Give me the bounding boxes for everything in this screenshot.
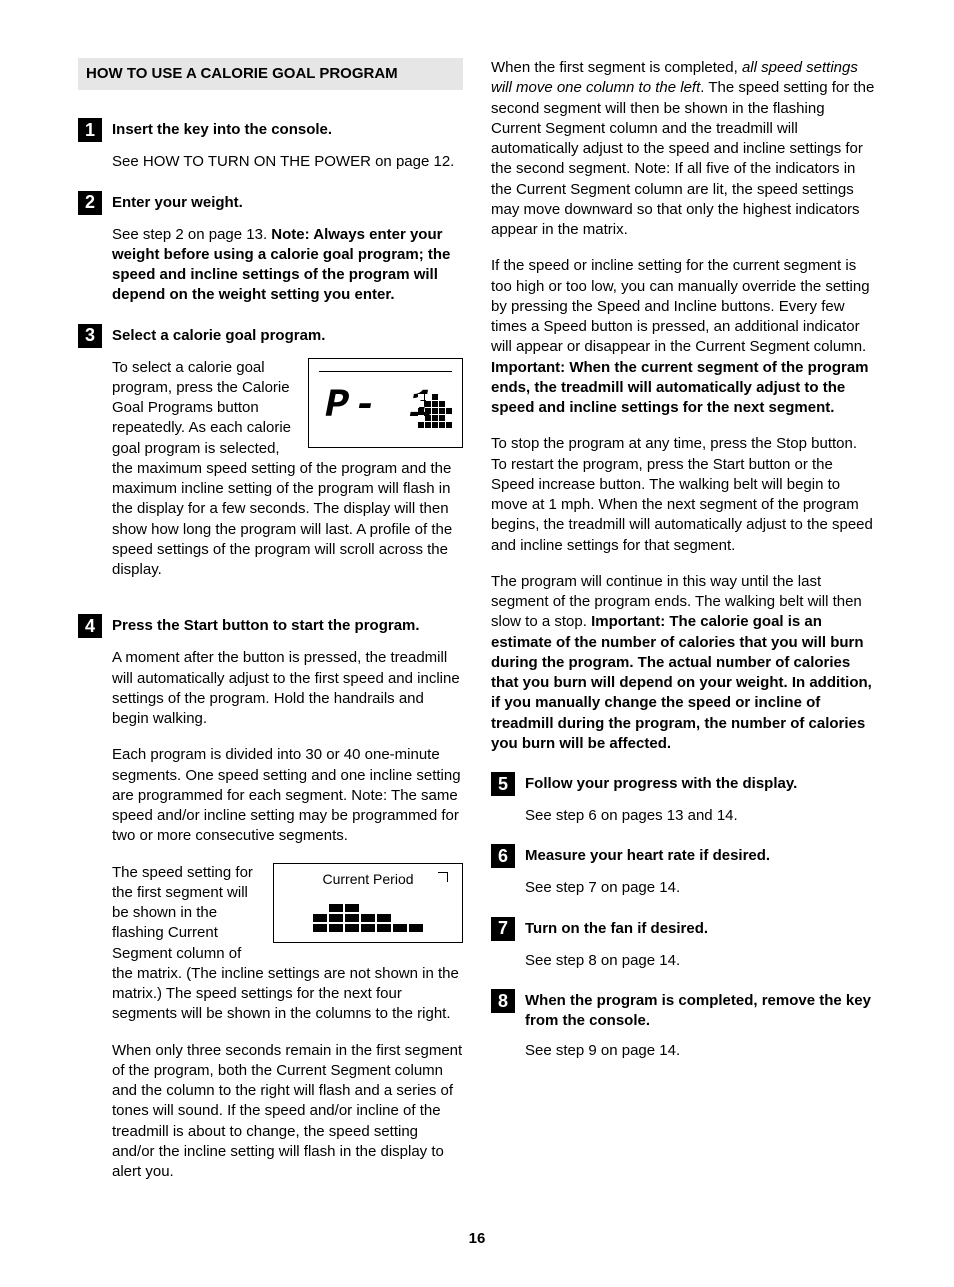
right-column: When the first segment is completed, all… <box>491 58 876 1200</box>
paragraph-with-figure: Current Period The speed setting fo <box>112 863 463 1041</box>
lcd-bar-matrix-icon <box>418 394 452 428</box>
step-number-icon: 3 <box>78 324 102 348</box>
step-1-title: Insert the key into the console. <box>112 118 332 140</box>
step-6-title: Measure your heart rate if desired. <box>525 844 770 866</box>
body-text: The program will continue in this way un… <box>491 572 876 754</box>
step-1-header: 1 Insert the key into the console. <box>78 118 463 142</box>
text-run: . The speed setting for the second segme… <box>491 79 874 238</box>
lcd-display-illustration: P- 1 <box>308 358 463 448</box>
step-2-body: See step 2 on page 13. Note: Always ente… <box>112 225 463 306</box>
left-column: HOW TO USE A CALORIE GOAL PROGRAM 1 Inse… <box>78 58 463 1200</box>
body-text: When only three seconds remain in the fi… <box>112 1041 463 1183</box>
bold-text: Important: When the current segment of t… <box>491 359 869 417</box>
step-2-header: 2 Enter your weight. <box>78 191 463 215</box>
step-4-title: Press the Start button to start the prog… <box>112 614 420 636</box>
step-number-icon: 8 <box>491 989 515 1013</box>
page-number: 16 <box>78 1230 876 1247</box>
step-6-header: 6 Measure your heart rate if desired. <box>491 844 876 868</box>
step-2-title: Enter your weight. <box>112 191 243 213</box>
step-7-header: 7 Turn on the fan if desired. <box>491 917 876 941</box>
two-column-layout: HOW TO USE A CALORIE GOAL PROGRAM 1 Inse… <box>78 58 876 1200</box>
bold-text: Important: The calorie goal is an estima… <box>491 613 872 752</box>
continuation-body: When the first segment is completed, all… <box>491 58 876 754</box>
step-3-body: P- 1 To select a calorie goal program, p… <box>112 358 463 597</box>
step-5-body: See step 6 on pages 13 and 14. <box>525 806 876 826</box>
section-title: HOW TO USE A CALORIE GOAL PROGRAM <box>78 58 463 90</box>
body-text: Each program is divided into 30 or 40 on… <box>112 745 463 846</box>
step-3-header: 3 Select a calorie goal program. <box>78 324 463 348</box>
period-label: Current Period <box>282 870 454 889</box>
body-text: See step 2 on page 13. Note: Always ente… <box>112 225 463 306</box>
step-1-body: See HOW TO TURN ON THE POWER on page 12. <box>112 152 463 172</box>
body-text: See step 9 on page 14. <box>525 1041 876 1061</box>
body-text: See HOW TO TURN ON THE POWER on page 12. <box>112 152 463 172</box>
body-text: A moment after the button is pressed, th… <box>112 648 463 729</box>
step-number-icon: 4 <box>78 614 102 638</box>
body-text: See step 8 on page 14. <box>525 951 876 971</box>
step-8-body: See step 9 on page 14. <box>525 1041 876 1061</box>
step-5-title: Follow your progress with the display. <box>525 772 797 794</box>
body-text: When the first segment is completed, all… <box>491 58 876 240</box>
step-7-body: See step 8 on page 14. <box>525 951 876 971</box>
manual-page: HOW TO USE A CALORIE GOAL PROGRAM 1 Inse… <box>0 0 954 1287</box>
step-7-title: Turn on the fan if desired. <box>525 917 708 939</box>
step-number-icon: 5 <box>491 772 515 796</box>
lcd-inner: P- 1 <box>319 371 452 437</box>
step-number-icon: 1 <box>78 118 102 142</box>
step-number-icon: 6 <box>491 844 515 868</box>
current-period-illustration: Current Period <box>273 863 463 943</box>
body-text: See step 7 on page 14. <box>525 878 876 898</box>
step-8-header: 8 When the program is completed, remove … <box>491 989 876 1032</box>
step-4-body: A moment after the button is pressed, th… <box>112 648 463 1182</box>
step-3-title: Select a calorie goal program. <box>112 324 325 346</box>
text-run: If the speed or incline setting for the … <box>491 257 870 355</box>
step-6-body: See step 7 on page 14. <box>525 878 876 898</box>
step-number-icon: 7 <box>491 917 515 941</box>
step-4-header: 4 Press the Start button to start the pr… <box>78 614 463 638</box>
body-text: To stop the program at any time, press t… <box>491 434 876 556</box>
body-text: See step 6 on pages 13 and 14. <box>525 806 876 826</box>
text-run: When the first segment is completed, <box>491 59 742 76</box>
text-run: See step 2 on page 13. <box>112 226 271 243</box>
step-5-header: 5 Follow your progress with the display. <box>491 772 876 796</box>
step-8-title: When the program is completed, remove th… <box>525 989 876 1032</box>
body-text: If the speed or incline setting for the … <box>491 256 876 418</box>
callout-tick-icon <box>438 872 448 882</box>
step-number-icon: 2 <box>78 191 102 215</box>
period-bar-matrix-icon <box>313 904 423 932</box>
